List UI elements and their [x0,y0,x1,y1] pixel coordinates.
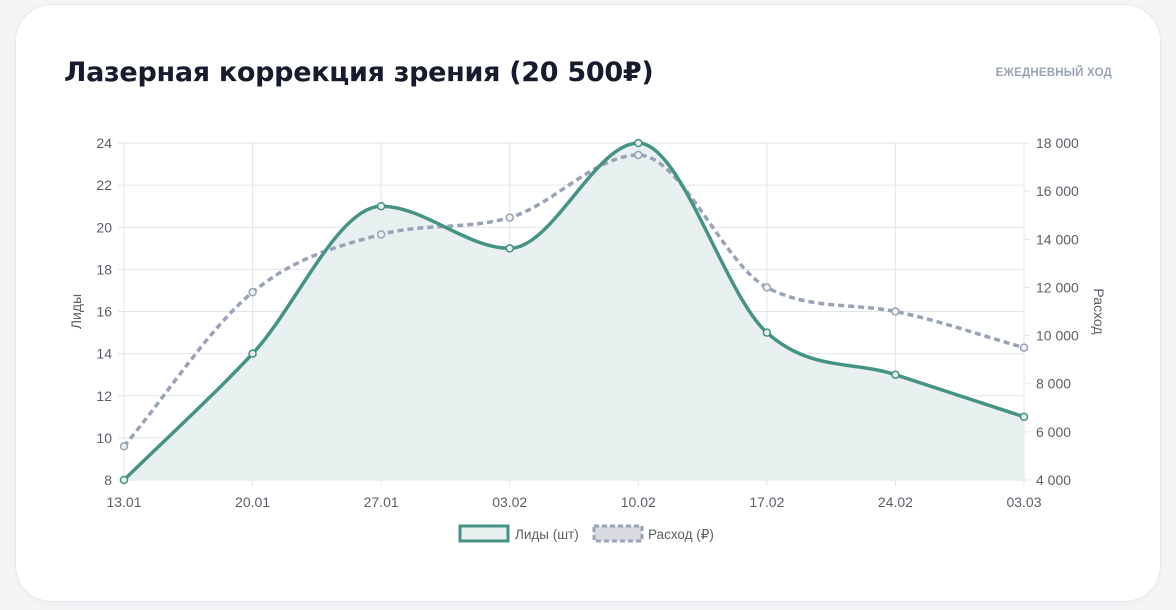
spend-point [376,230,386,239]
y-right-tick-label: 10 000 [1036,328,1079,344]
leads-point [119,475,129,485]
leads-point [634,138,643,148]
spend-point [762,283,772,292]
y-left-tick-label: 12 [96,388,112,404]
spend-point [1019,343,1029,352]
spend-point [248,287,257,297]
y-right-tick-label: 12 000 [1036,279,1079,295]
y-left-tick-label: 22 [96,177,112,193]
chart-title: Лазерная коррекция зрения (20 500₽) [64,57,654,88]
y-right-tick-label: 18 000 [1036,135,1079,151]
legend-label-spend: Расход (₽) [648,527,714,542]
x-tick-label: 03.02 [492,494,527,510]
x-tick-label: 03.03 [1006,494,1041,510]
spend-point [119,442,129,451]
leads-point [376,201,386,211]
y-right-tick-label: 6 000 [1036,424,1071,440]
x-tick-label: 27.01 [364,494,399,510]
y-left-tick-label: 18 [96,261,112,277]
legend-swatch-spend [592,524,644,543]
y-right-tick-label: 14 000 [1036,231,1079,247]
y-right-tick-label: 8 000 [1036,376,1071,392]
leads-line [122,141,1025,482]
y-right-tick-label: 16 000 [1036,183,1079,199]
leads-area [124,143,1024,480]
x-tick-label: 24.02 [878,494,913,510]
y-left-tick-label: 20 [96,219,112,235]
spend-point [891,307,900,316]
x-tick-label: 17.02 [749,494,784,510]
spend-point [634,150,643,160]
y-left-tick-label: 10 [96,430,112,446]
y-left-tick-label: 16 [96,304,112,320]
legend-label-leads: Лиды (шт) [515,527,579,542]
x-tick-label: 10.02 [621,494,656,510]
y-left-tick-label: 24 [96,135,112,151]
legend: Лиды (шт) Расход (₽) [458,524,714,543]
period-badge: ЕЖЕДНЕВНЫЙ ХОД [995,67,1112,79]
leads-point [1019,412,1029,422]
spend-point [505,213,514,222]
y-right-tick-label: 4 000 [1036,472,1071,488]
y-right-axis-title: Расход [1091,288,1107,334]
x-tick-label: 13.01 [106,494,141,510]
leads-point [891,370,900,379]
leads-point [505,244,514,253]
leads-point [762,328,772,337]
legend-swatch-leads [458,524,510,543]
leads-point [248,349,257,358]
y-left-axis-title: Лиды [68,294,84,329]
y-left-tick-label: 14 [96,346,112,362]
y-left-tick-label: 8 [104,472,112,488]
x-tick-label: 20.01 [235,494,270,510]
